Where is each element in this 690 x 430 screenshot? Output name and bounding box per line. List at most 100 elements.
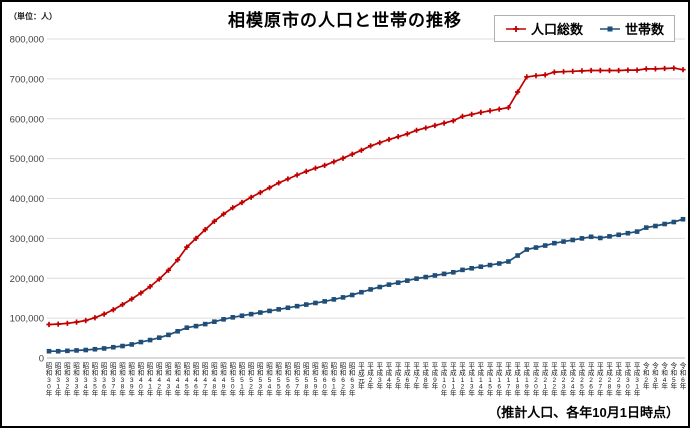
data-point xyxy=(331,159,337,165)
x-tick-label: 昭和 3 6 年 xyxy=(101,362,108,398)
data-point xyxy=(55,321,61,327)
data-point xyxy=(239,199,245,206)
x-tick-label: 昭和 4 2 年 xyxy=(156,362,163,398)
data-point xyxy=(441,271,447,277)
legend-item-households: 世帯数 xyxy=(599,19,664,38)
data-point xyxy=(524,74,530,80)
x-tick-label: 令和 3 年 xyxy=(652,361,659,391)
data-point xyxy=(193,235,199,241)
x-tick-label: 昭和 5 5 年 xyxy=(275,362,282,398)
data-point xyxy=(432,122,438,129)
household-series xyxy=(46,216,686,354)
x-tick-label: 昭和 5 0 年 xyxy=(229,362,236,398)
x-tick-label: 平成 4 年 xyxy=(386,362,393,391)
x-tick-label: 令和 5 年 xyxy=(671,361,678,391)
data-point xyxy=(551,69,557,75)
x-tick-label: 平成 2 7 年 xyxy=(597,362,604,398)
x-tick-label: 昭和 3 1 年 xyxy=(55,362,62,398)
x-tick-label: 昭和 6 0 年 xyxy=(321,362,328,398)
x-tick-label: 昭和 3 0 年 xyxy=(46,362,53,398)
x-tick-label: 昭和 3 2 年 xyxy=(64,362,71,398)
data-point xyxy=(101,311,107,317)
data-point xyxy=(414,276,419,281)
x-tick-label: 昭和 5 4 年 xyxy=(266,362,273,398)
x-tick-label: 令和 4 年 xyxy=(661,361,668,391)
data-point xyxy=(193,323,199,329)
x-tick-label: 平成 2 1 年 xyxy=(542,362,549,398)
x-tick-label: 平成 2 0 年 xyxy=(533,362,540,398)
data-point xyxy=(266,185,273,191)
data-point xyxy=(542,72,548,78)
y-tick-label: 400,000 xyxy=(10,194,44,205)
data-point xyxy=(64,320,70,326)
data-point xyxy=(359,289,364,295)
data-point xyxy=(597,67,603,74)
x-tick-label: 平成 2 3 年 xyxy=(560,362,567,398)
x-tick-label: 昭和 6 1 年 xyxy=(331,362,338,398)
data-point xyxy=(652,66,659,72)
data-point xyxy=(276,180,282,186)
x-tick-label: 平成 2 6 年 xyxy=(588,362,595,398)
x-tick-label: 昭和 4 6 年 xyxy=(193,362,200,398)
data-point xyxy=(202,227,208,233)
legend-item-population: 人口総数 xyxy=(505,19,583,38)
x-tick-label: 平成 7 年 xyxy=(413,362,420,391)
y-tick-label: 100,000 xyxy=(10,314,44,325)
data-point xyxy=(459,113,466,119)
data-point xyxy=(313,300,318,306)
x-tick-label: 平成 1 8 年 xyxy=(514,362,521,398)
data-point xyxy=(92,346,98,352)
x-tick-label: 平成 1 7 年 xyxy=(505,362,512,398)
data-point xyxy=(303,168,309,174)
data-point xyxy=(303,302,309,307)
data-point xyxy=(46,321,52,328)
data-point xyxy=(634,229,640,234)
data-point xyxy=(395,280,401,285)
y-tick-label: 700,000 xyxy=(10,74,44,85)
data-point xyxy=(404,131,410,137)
data-point xyxy=(129,296,135,302)
data-point xyxy=(515,89,521,95)
x-tick-label: 平成 1 0 年 xyxy=(441,362,448,398)
data-point xyxy=(579,236,585,241)
data-point xyxy=(322,299,327,304)
data-point xyxy=(358,147,365,153)
x-tick-label: 昭和 4 3 年 xyxy=(165,362,172,398)
data-point xyxy=(478,264,484,269)
data-point xyxy=(560,69,567,75)
x-tick-label: 昭和 3 4 年 xyxy=(82,362,89,398)
chart-caption: （推計人口、各年10月1日時点） xyxy=(488,405,679,420)
data-point xyxy=(505,104,512,111)
data-point xyxy=(616,67,622,74)
data-point xyxy=(533,73,539,79)
data-point xyxy=(285,176,291,182)
x-tick-label: 平成元年 xyxy=(358,362,365,391)
data-point xyxy=(156,276,162,282)
data-point xyxy=(230,315,236,320)
household-legend-marker xyxy=(599,26,620,31)
data-point xyxy=(395,134,401,140)
data-point xyxy=(413,127,420,133)
data-point xyxy=(671,65,677,71)
x-tick-label: 令和 2 年 xyxy=(643,361,650,391)
data-point xyxy=(175,257,181,263)
data-point xyxy=(506,259,511,264)
data-point xyxy=(349,151,355,157)
data-point xyxy=(83,317,89,324)
data-point xyxy=(386,136,392,143)
x-tick-label: 令和 6 年 xyxy=(680,361,687,391)
x-tick-label: 昭和 4 0 年 xyxy=(138,362,145,398)
data-point xyxy=(276,307,282,312)
data-point xyxy=(138,339,144,345)
data-point xyxy=(129,342,134,347)
x-tick-label: 昭和 3 8 年 xyxy=(119,362,126,398)
x-tick-label: 昭和 5 8 年 xyxy=(303,362,310,398)
x-tick-label: 平成 1 6 年 xyxy=(496,362,503,398)
x-tick-label: 平成 8 年 xyxy=(422,362,429,391)
data-point xyxy=(368,287,373,292)
legend: 人口総数 世帯数 xyxy=(493,15,675,42)
gridlines xyxy=(47,38,685,359)
data-point xyxy=(83,347,89,353)
data-point xyxy=(156,335,162,340)
population-legend-marker xyxy=(505,25,526,32)
